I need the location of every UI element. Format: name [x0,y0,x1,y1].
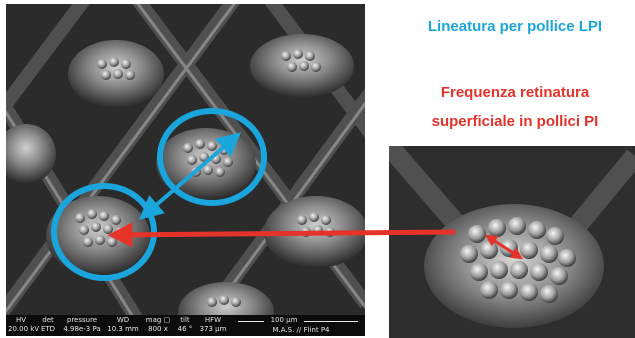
sem-pressure: pressure 4.98e-3 Pa [60,316,104,334]
label-frequency-line2: superficiale in pollici PI [431,113,599,130]
sem-inset-graphic [389,146,635,338]
sem-det-label: det [42,316,54,324]
sem-hv-label: HV [15,316,27,324]
sem-wd-label: WD [116,316,130,324]
sem-main-graphic [6,4,365,336]
sem-pressure-label: pressure [66,316,98,324]
sem-credit-text: M.A.S. // Flint P4 [272,326,330,334]
sem-mag-label: mag ▢ [145,316,171,324]
label-lpi: Lineatura per pollice LPI [427,18,603,35]
sem-scale: 100 µm [264,316,304,325]
sem-micrograph-main: HV 20.00 kV det ETD pressure 4.98e-3 Pa … [6,4,365,336]
sem-micrograph-inset [389,146,635,338]
sem-mag: mag ▢ 800 x [143,316,173,334]
sem-det-value: ETD [40,325,56,333]
sem-wd: WD 10.3 mm [106,316,140,334]
sem-hfw-label: HFW [204,316,222,324]
sem-tilt-value: 46 ° [177,325,193,333]
sem-tilt-label: tilt [180,316,190,324]
sem-scale-value: 100 µm [270,316,298,324]
label-frequency-line1: Frequenza retinatura [440,84,590,101]
sem-credit: M.A.S. // Flint P4 [246,326,356,335]
sem-info-bar: HV 20.00 kV det ETD pressure 4.98e-3 Pa … [6,315,365,336]
sem-det: det ETD [38,316,58,334]
sem-mag-value: 800 x [148,325,168,333]
scale-bar-left [238,321,264,322]
sem-hv: HV 20.00 kV [8,316,40,334]
sem-wd-value: 10.3 mm [107,325,139,333]
sem-hfw-value: 373 µm [199,325,227,333]
sem-tilt: tilt 46 ° [175,316,195,334]
sem-hfw: HFW 373 µm [197,316,229,334]
scale-bar-right [304,321,358,322]
sem-pressure-value: 4.98e-3 Pa [63,325,101,333]
sem-hv-value: 20.00 kV [8,325,40,333]
